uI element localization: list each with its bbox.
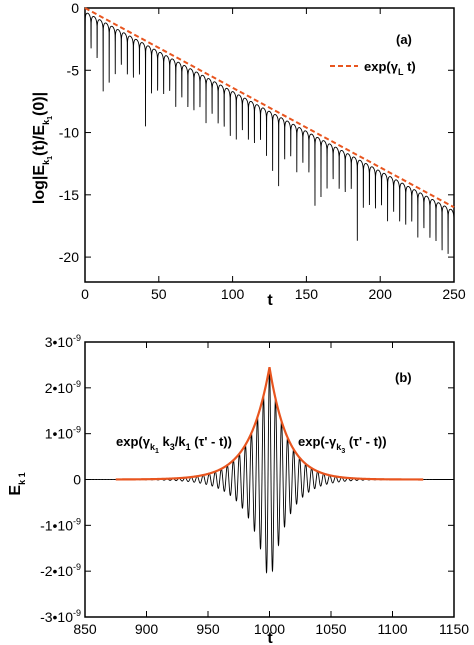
panel-a-series — [84, 7, 455, 254]
panel-b: 850 900 950 1000 1050 1100 11503•10-92•10-91•1… — [7, 333, 469, 645]
panel-b-ytick-label: -1•10-9 — [40, 516, 81, 533]
panel-a-frame — [84, 7, 455, 283]
panel-b-envelope-line — [115, 367, 424, 481]
panel-b-ytick-label: 1•10-9 — [45, 425, 81, 442]
panel-b-xtick-label: 1150 — [439, 621, 469, 637]
panel-b-ytick-label: 3•10-9 — [45, 333, 81, 350]
panel-b-ytick-label: -2•10-9 — [40, 562, 81, 579]
panel-b-ytick-exponent: -9 — [73, 333, 81, 343]
panel-a-ytick-label: -15 — [59, 187, 79, 203]
panel-a-xtick-label: 50 — [151, 286, 167, 302]
panel-b-ytick-mantissa: -3•10 — [40, 609, 73, 625]
panel-b-ylabel: Ek 1 — [7, 472, 27, 495]
panel-b-xtick-label: 1100 — [377, 621, 407, 637]
panel-b-xtick-label: 1000 — [254, 621, 285, 637]
panel-b-ytick-exponent: -9 — [73, 425, 81, 435]
panel-b-xtick-label: 1050 — [315, 621, 346, 637]
panel-b-signal-line — [85, 367, 454, 574]
panel-a-ylabel: log|Ek1(t)/Ek1(0)| — [31, 92, 54, 204]
panel-a-ytick-label: -10 — [59, 125, 79, 141]
panel-a: 0 50 100 150 200 250 0 -5 -10 -15 -20 (a) exp(γL t… — [31, 0, 466, 309]
panel-b-ytick-mantissa: 3•10 — [45, 334, 73, 350]
panel-a-xtick-label: 100 — [221, 286, 245, 302]
panel-b-ytick-mantissa: 0 — [73, 472, 81, 488]
panel-b-ytick-mantissa: -1•10 — [40, 517, 73, 533]
panel-b-ytick-exponent: -9 — [73, 379, 81, 389]
panel-b-ticks: 850 900 950 1000 1050 1100 11503•10-92•10-91•1… — [40, 333, 469, 637]
panel-a-xtick-label: 250 — [442, 286, 466, 302]
panel-a-xtick-label: 0 — [81, 286, 89, 302]
panel-b-ytick-mantissa: 2•10 — [45, 380, 73, 396]
panel-b-series — [85, 367, 454, 574]
annotation-left: exp(γk1 k3/k1 (τ' - t)) — [116, 434, 232, 455]
panel-a-xtick-label: 200 — [369, 286, 393, 302]
panel-b-xlabel: t — [267, 630, 273, 645]
panel-b-ytick-label: 2•10-9 — [45, 379, 81, 396]
panel-a-fit-line — [84, 7, 455, 209]
annotation-right: exp(-γk3 (τ' - t)) — [298, 434, 387, 455]
panel-a-xtick-label: 150 — [295, 286, 319, 302]
panel-a-ytick-label: -5 — [67, 62, 80, 78]
legend: exp(γL t) — [330, 59, 416, 77]
panel-b-xtick-label: 900 — [135, 621, 159, 637]
panel-a-ticks: 0 50 100 150 200 250 0 -5 -10 -15 -20 — [59, 0, 466, 302]
panel-b-ytick-mantissa: 1•10 — [45, 426, 73, 442]
panel-a-ytick-label: -20 — [59, 249, 79, 265]
panel-b-ytick-label: -3•10-9 — [40, 608, 81, 625]
panel-b-ytick-exponent: -9 — [73, 562, 81, 572]
panel-b-ytick-mantissa: -2•10 — [40, 563, 73, 579]
panel-b-xtick-label: 850 — [73, 621, 97, 637]
panel-b-ytick-label: 0 — [73, 472, 81, 488]
panel-a-xlabel: t — [267, 292, 273, 309]
panel-b-label: (b) — [395, 370, 412, 385]
legend-label: exp(γL t) — [364, 59, 416, 77]
panel-b-ytick-exponent: -9 — [73, 608, 81, 618]
panel-a-label: (a) — [396, 32, 412, 47]
panel-b-xtick-label: 950 — [196, 621, 220, 637]
panel-a-simulation-line — [84, 12, 455, 254]
panel-a-ytick-label: 0 — [71, 0, 79, 16]
panel-b-ytick-exponent: -9 — [73, 516, 81, 526]
